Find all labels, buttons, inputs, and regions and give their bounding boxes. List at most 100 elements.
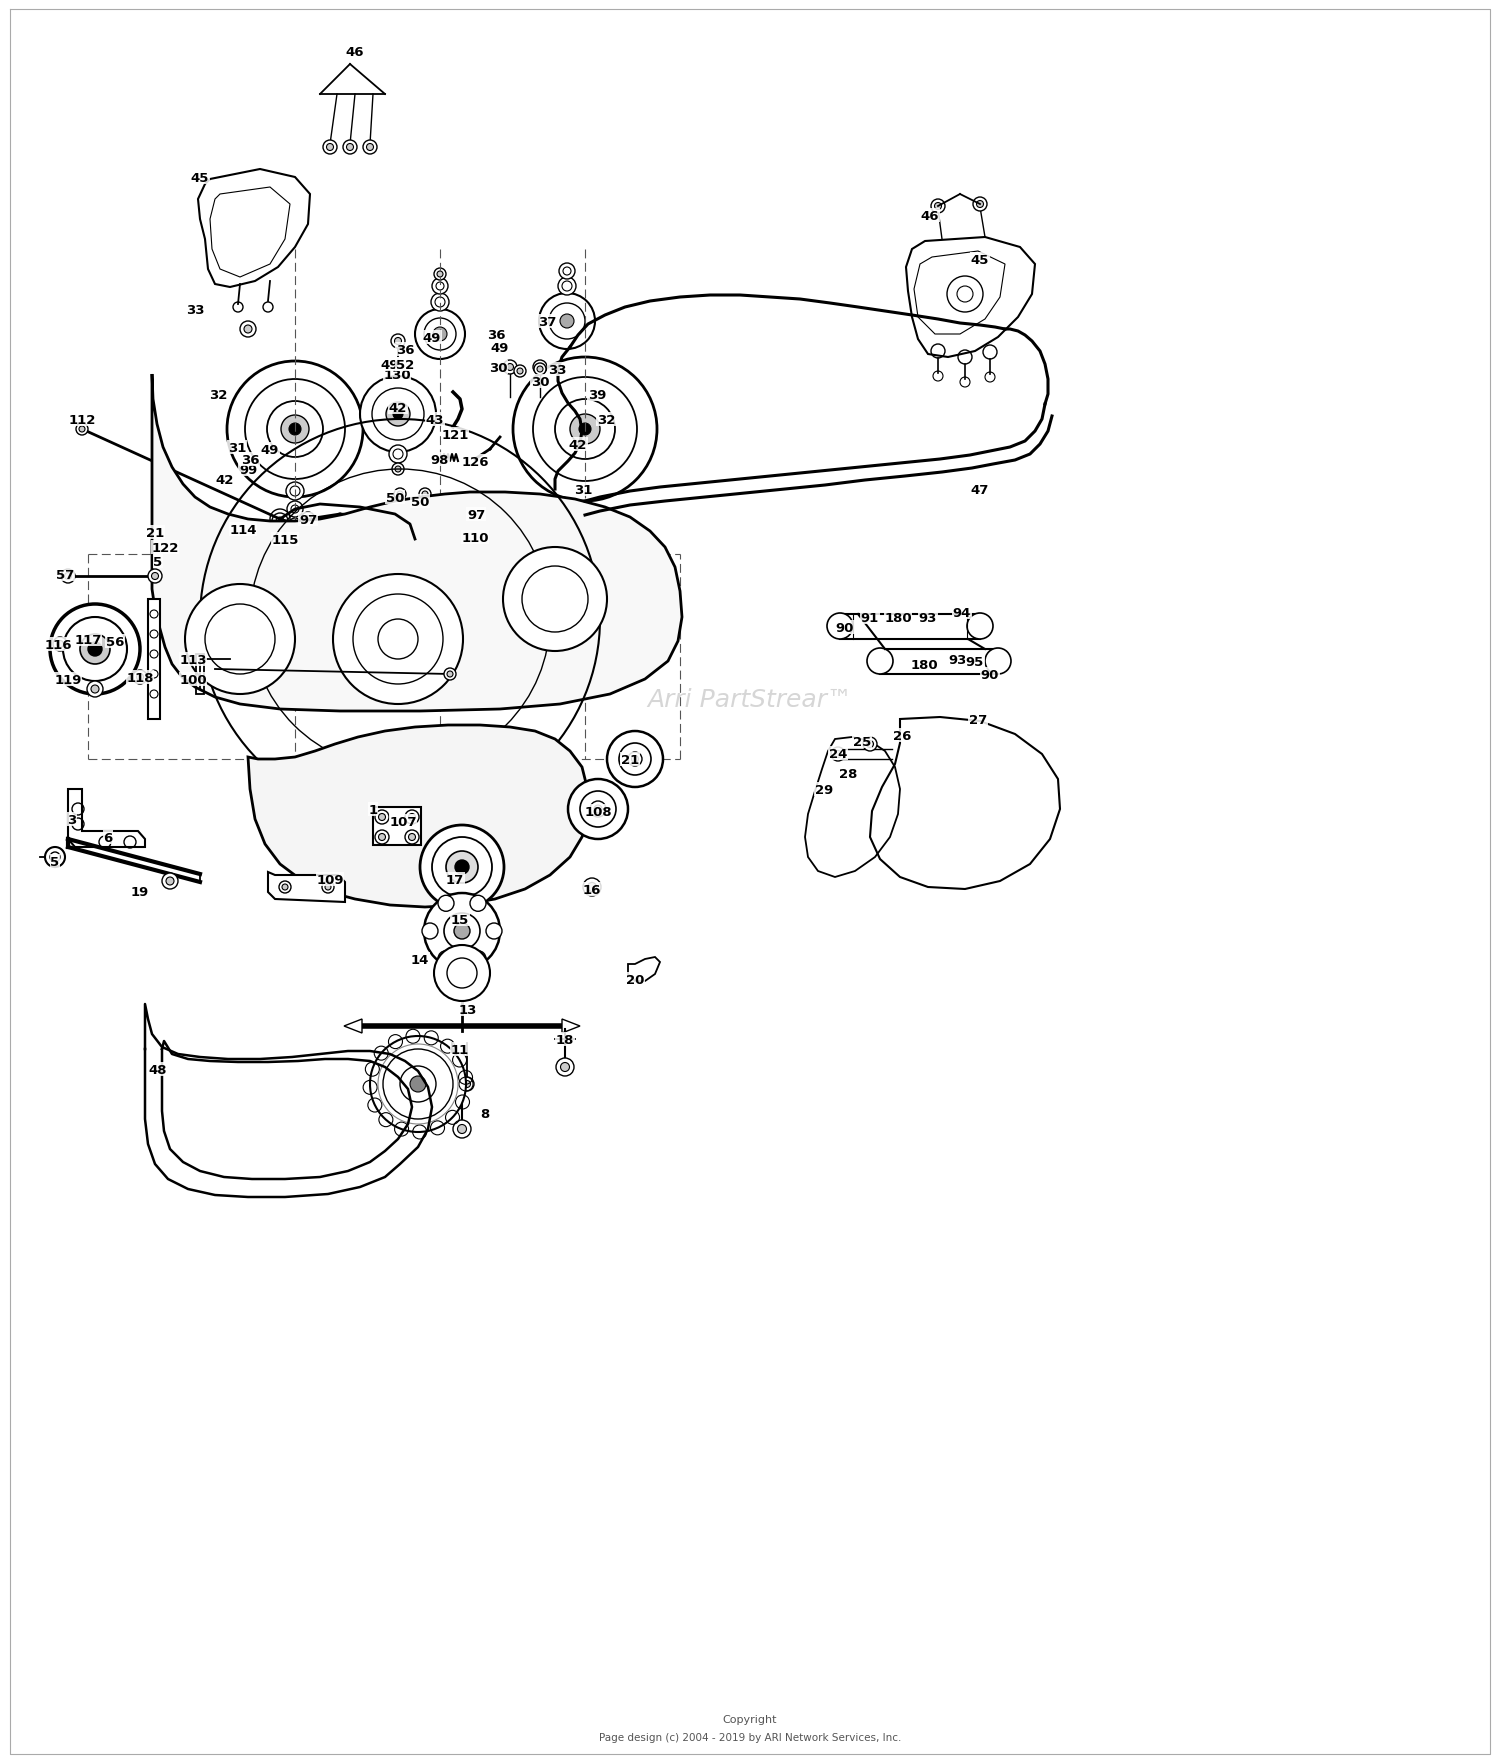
Circle shape [64, 573, 72, 580]
Circle shape [152, 540, 172, 559]
Text: 118: 118 [126, 670, 154, 684]
Polygon shape [152, 374, 682, 711]
Circle shape [292, 522, 298, 527]
Text: 115: 115 [272, 533, 298, 547]
Circle shape [436, 272, 442, 279]
Circle shape [302, 513, 315, 527]
Bar [840, 614, 980, 640]
Circle shape [537, 365, 543, 370]
Circle shape [267, 402, 322, 457]
Circle shape [406, 531, 423, 547]
Text: 93: 93 [920, 610, 938, 624]
Circle shape [867, 649, 892, 674]
Text: 20: 20 [626, 974, 644, 986]
Text: 45: 45 [190, 171, 208, 185]
Text: 52: 52 [396, 358, 414, 370]
Circle shape [834, 751, 842, 759]
Circle shape [549, 303, 585, 340]
Circle shape [378, 619, 419, 660]
Circle shape [453, 1120, 471, 1138]
Text: 119: 119 [54, 674, 81, 686]
Circle shape [503, 362, 518, 374]
Circle shape [968, 614, 993, 640]
Circle shape [290, 423, 302, 436]
Circle shape [366, 145, 374, 152]
Circle shape [590, 801, 606, 817]
Text: 42: 42 [388, 400, 406, 415]
Text: 180: 180 [910, 658, 938, 670]
Circle shape [560, 265, 574, 280]
Circle shape [561, 1064, 570, 1073]
Circle shape [827, 614, 854, 640]
Circle shape [360, 377, 436, 453]
Text: 29: 29 [815, 783, 833, 796]
Circle shape [290, 519, 302, 531]
Text: 48: 48 [148, 1064, 168, 1076]
Text: 50: 50 [411, 496, 429, 508]
Circle shape [226, 362, 363, 497]
Circle shape [620, 744, 651, 776]
Text: 32: 32 [597, 413, 615, 427]
Circle shape [556, 1058, 574, 1076]
Circle shape [632, 757, 639, 764]
Circle shape [438, 951, 454, 967]
Text: 116: 116 [45, 639, 72, 651]
Circle shape [626, 755, 634, 764]
Circle shape [558, 279, 576, 296]
Text: 43: 43 [426, 413, 444, 427]
Circle shape [393, 513, 406, 527]
Text: 57: 57 [56, 568, 74, 580]
Text: 94: 94 [952, 607, 970, 619]
Text: 121: 121 [441, 429, 468, 441]
Circle shape [378, 834, 386, 841]
Circle shape [446, 852, 478, 884]
Circle shape [438, 896, 454, 912]
Text: 122: 122 [152, 542, 178, 554]
Circle shape [166, 877, 174, 886]
Circle shape [448, 1076, 456, 1083]
Text: 19: 19 [130, 886, 148, 900]
Circle shape [410, 1076, 426, 1092]
Circle shape [555, 400, 615, 460]
Circle shape [363, 141, 376, 155]
Circle shape [63, 617, 128, 681]
Circle shape [867, 741, 873, 748]
Polygon shape [198, 169, 310, 288]
Circle shape [433, 328, 447, 342]
Circle shape [393, 409, 404, 420]
Text: 47: 47 [970, 483, 988, 496]
Circle shape [276, 517, 284, 526]
Circle shape [430, 295, 448, 312]
Circle shape [534, 363, 546, 376]
Circle shape [513, 358, 657, 501]
Circle shape [76, 423, 88, 436]
Circle shape [464, 1081, 471, 1088]
Circle shape [244, 326, 252, 333]
Text: 108: 108 [584, 804, 612, 818]
Text: 14: 14 [411, 953, 429, 967]
Text: 36: 36 [242, 453, 260, 466]
Circle shape [608, 732, 663, 787]
Polygon shape [906, 238, 1035, 358]
Text: 31: 31 [574, 483, 592, 496]
Text: 99: 99 [238, 464, 256, 476]
Circle shape [420, 826, 504, 910]
Text: 49: 49 [261, 443, 279, 457]
Circle shape [62, 570, 75, 584]
Circle shape [392, 335, 405, 349]
Circle shape [532, 362, 548, 374]
Circle shape [408, 813, 416, 820]
Text: 21: 21 [146, 526, 164, 540]
Text: 49: 49 [423, 332, 441, 344]
Text: 30: 30 [489, 362, 507, 374]
Circle shape [432, 279, 448, 295]
Text: 3: 3 [68, 813, 76, 826]
Circle shape [532, 377, 638, 482]
Text: 36: 36 [486, 328, 506, 340]
Text: 180: 180 [884, 610, 912, 624]
Text: 39: 39 [588, 388, 606, 400]
Text: 114: 114 [230, 524, 256, 536]
Bar [374, 808, 422, 845]
Circle shape [370, 1037, 466, 1132]
Circle shape [50, 605, 140, 695]
